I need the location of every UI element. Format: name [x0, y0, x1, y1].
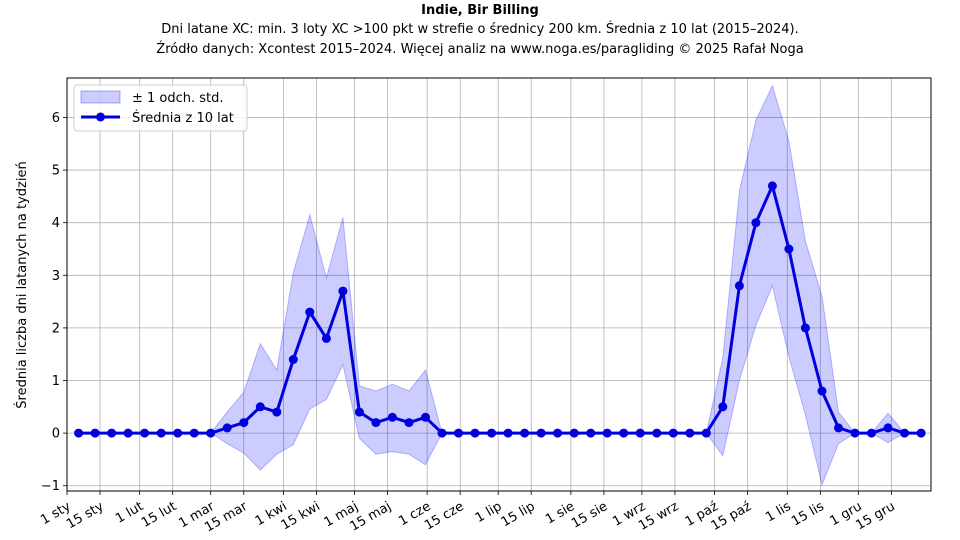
x-tick-label: 15 lis [789, 499, 827, 529]
y-tick-label: 0 [52, 427, 60, 442]
y-tick-label: 6 [52, 111, 60, 126]
mean-data-point [503, 428, 513, 438]
mean-series-layer [74, 181, 926, 438]
mean-data-point [553, 428, 563, 438]
y-tick-label: 1 [52, 374, 60, 389]
chart-title: Indie, Bir Billing [421, 3, 539, 18]
mean-data-point [437, 428, 447, 438]
chart-subtitle-line-2: Źródło danych: Xcontest 2015–2024. Więce… [156, 42, 804, 57]
mean-data-point [206, 428, 216, 438]
mean-data-point [173, 428, 183, 438]
mean-data-point [74, 428, 84, 438]
mean-data-point [734, 281, 744, 291]
mean-data-point [751, 218, 761, 228]
mean-data-point [652, 428, 662, 438]
mean-data-point [718, 402, 728, 412]
mean-data-point [454, 428, 463, 438]
legend-band-swatch [80, 90, 121, 104]
mean-data-point [90, 428, 100, 438]
y-tick-label: 4 [52, 216, 60, 231]
chart-subtitle-line-1: Dni latane XC: min. 3 loty XC >100 pkt w… [161, 22, 799, 37]
mean-data-point [371, 418, 381, 428]
mean-data-point [156, 428, 166, 438]
mean-data-point [288, 355, 298, 364]
mean-data-point [619, 428, 629, 438]
mean-data-point [784, 244, 794, 254]
mean-data-point [470, 428, 480, 438]
x-tick-label: 15 sty [64, 499, 107, 532]
y-tick-label: 5 [52, 164, 60, 179]
mean-data-point [305, 307, 315, 317]
mean-data-point [354, 407, 364, 417]
mean-data-point [800, 323, 810, 333]
plot-frame [66, 77, 932, 492]
x-tick-label: 1 lip [473, 499, 505, 526]
mean-data-point [404, 418, 414, 428]
mean-data-point [338, 286, 348, 296]
x-tick-label: 15 lip [499, 499, 538, 530]
mean-data-point [883, 423, 893, 433]
legend-band-label: ± 1 odch. std. [132, 91, 224, 106]
mean-data-point [867, 428, 876, 438]
mean-series-line [78, 184, 922, 435]
mean-data-point [701, 428, 711, 438]
mean-data-point [520, 428, 530, 438]
legend-mean-label: Średnia z 10 lat [132, 110, 234, 126]
y-axis-label: Średnia liczba dni latanych na tydzień [14, 161, 30, 408]
mean-data-point [850, 428, 860, 438]
mean-data-point [635, 428, 645, 438]
y-tick-label: −1 [41, 479, 60, 494]
mean-data-point [272, 407, 282, 417]
y-tick-label: 3 [52, 269, 60, 284]
x-tick-label: 1 lis [763, 499, 794, 525]
mean-data-point [487, 428, 497, 438]
mean-data-point [900, 428, 910, 438]
mean-data-point [421, 412, 430, 422]
mean-data-point [387, 412, 397, 422]
mean-data-point [685, 428, 695, 438]
mean-data-point [916, 428, 926, 438]
mean-data-point [123, 428, 133, 438]
mean-data-point [586, 428, 596, 438]
legend: ± 1 odch. std. Średnia z 10 lat [73, 84, 248, 132]
chart-title-block: Indie, Bir Billing Dni latane XC: min. 3… [0, 2, 960, 60]
mean-data-point [239, 418, 249, 428]
mean-data-point [140, 428, 150, 438]
x-tick-label: 15 sie [569, 499, 610, 532]
mean-data-point [321, 333, 331, 343]
mean-data-point [834, 423, 843, 433]
std-band-layer [78, 84, 922, 487]
legend-mean-marker-swatch [96, 112, 105, 122]
std-band-area [78, 84, 922, 487]
mean-data-point [767, 181, 777, 191]
mean-data-point [602, 428, 612, 438]
mean-data-point [189, 428, 199, 438]
mean-data-point [255, 402, 265, 412]
mean-data-point [569, 428, 579, 438]
x-tick-label: 15 lut [139, 499, 179, 531]
mean-data-point [107, 428, 117, 438]
mean-data-point [668, 428, 678, 438]
legend-box [73, 84, 248, 132]
mean-data-point [817, 386, 827, 396]
mean-data-point [536, 428, 546, 438]
mean-data-point [222, 423, 232, 433]
y-tick-label: 2 [52, 321, 60, 336]
